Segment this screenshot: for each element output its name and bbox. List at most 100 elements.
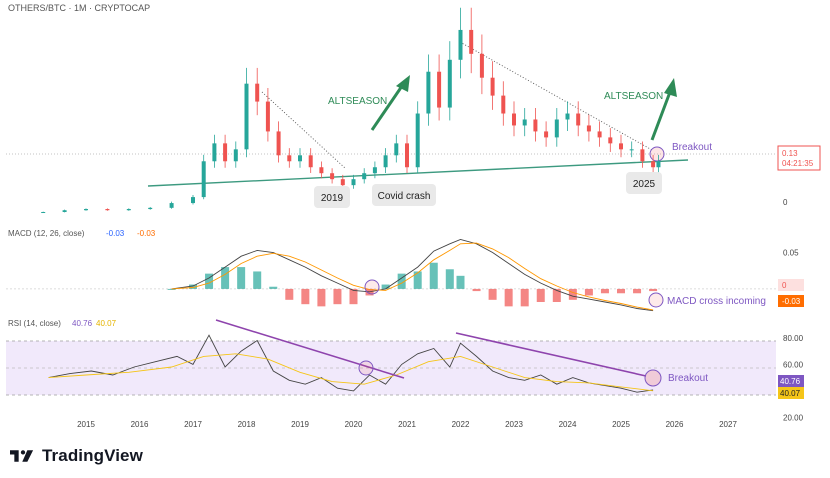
candle-body: [479, 53, 484, 78]
candle-body: [340, 179, 345, 186]
price-label-box: [777, 145, 821, 171]
callout-label: 2019: [321, 193, 344, 204]
chart-area: OTHERS/BTC · 1M · CRYPTOCAP ALTSEASON ALT…: [6, 3, 821, 429]
rsi-line: [48, 334, 654, 393]
candle-body: [608, 137, 613, 144]
macd-histogram-bar: [488, 288, 497, 300]
tradingview-brand: TradingView: [42, 446, 143, 465]
candle-body: [394, 143, 399, 156]
macd-histogram-bar: [617, 288, 625, 294]
time-tick-label: 2017: [184, 420, 202, 429]
candle-body: [490, 77, 495, 96]
candle-body: [405, 143, 409, 168]
macd-histogram-bar: [333, 288, 342, 305]
macd-pane: MACD (12, 26, close) -0.03 -0.03 MACD cr…: [6, 229, 804, 312]
time-tick-label: 2025: [612, 420, 630, 429]
macd-cross-marker: [364, 279, 380, 295]
macd-last-value: 0: [782, 281, 787, 290]
candle-body: [319, 167, 324, 174]
macd-annotation: MACD cross incoming: [667, 296, 766, 307]
macd-histogram-bar: [413, 271, 422, 289]
rsi-ma-line: [48, 353, 654, 392]
rsi-trendline-2021: [455, 332, 647, 377]
time-tick-label: 2026: [666, 420, 684, 429]
candle-body: [223, 143, 228, 162]
time-tick-label: 2020: [345, 420, 363, 429]
candle-body: [212, 143, 217, 162]
rsi-label: RSI (14, close): [8, 319, 61, 328]
macd-histogram-bar: [221, 267, 230, 289]
resistance-trendline-2021: [459, 41, 653, 151]
macd-histogram-bar: [167, 288, 176, 290]
rsi-pane: RSI (14, close) 40.76 40.07 Breakout 80.…: [6, 319, 804, 422]
altseason-label-2: ALTSEASON: [604, 91, 663, 102]
candle-body: [201, 161, 206, 198]
macd-label: MACD (12, 26, close): [8, 229, 85, 238]
macd-histogram-bar: [649, 288, 658, 292]
macd-histogram-bar: [189, 284, 197, 289]
candle-body: [597, 131, 602, 138]
candle-body: [640, 149, 645, 162]
candle-body: [255, 83, 260, 102]
rsi-breakout-marker-2025: [644, 369, 662, 387]
signal-line: [171, 242, 654, 311]
candle-body: [576, 113, 581, 126]
candle-body: [148, 207, 153, 210]
time-tick-label: 2024: [559, 420, 577, 429]
altseason-label-1: ALTSEASON: [328, 96, 387, 107]
rsi-axis-tick: 80.00: [783, 334, 804, 343]
macd-histogram-bar: [633, 288, 642, 294]
macd-last-value: -0.03: [782, 297, 801, 306]
candle-body: [351, 179, 356, 186]
rsi-last-value-box: [778, 387, 804, 399]
rsi-breakout-marker-2020: [358, 360, 374, 376]
macd-histogram-bar: [397, 273, 406, 289]
candle-body: [437, 71, 442, 108]
altseason-arrow-2-head: [664, 78, 677, 97]
macd-histogram-bar: [381, 284, 390, 289]
time-tick-label: 2021: [398, 420, 416, 429]
macd-histogram-bar: [285, 288, 294, 300]
macd-histogram-bar: [600, 288, 609, 294]
candle-body: [105, 209, 110, 211]
candle-body: [372, 167, 377, 174]
price-pane: ALTSEASON ALTSEASON Breakout 2019 Covid cras…: [6, 7, 821, 214]
macd-histogram-bar: [253, 271, 262, 289]
candle-body: [565, 113, 570, 120]
macd-histogram-bar: [269, 286, 278, 289]
chart-title: OTHERS/BTC · 1M · CRYPTOCAP: [8, 3, 150, 13]
candle-body: [522, 119, 527, 126]
candle-body: [62, 210, 67, 213]
candle-body: [458, 29, 463, 60]
rsi-axis-tick: 60.00: [783, 360, 804, 369]
candle-body: [656, 161, 661, 168]
resistance-trendline-2018: [261, 91, 346, 169]
macd-histogram-bar: [472, 288, 481, 292]
candle-body: [41, 212, 46, 214]
macd-histogram-bar: [205, 273, 214, 289]
candle-body: [512, 113, 516, 126]
candle-body: [191, 197, 195, 204]
callout-label: 2025: [633, 179, 656, 190]
macd-histogram-bar: [536, 288, 545, 302]
macd-histogram-bar: [456, 275, 465, 289]
candle-body: [586, 125, 591, 132]
macd-axis-tick: 0.05: [783, 249, 799, 258]
macd-histogram-bar: [568, 288, 577, 300]
footer: TradingView: [10, 446, 143, 466]
price-label-value: 0.13: [782, 149, 798, 158]
candle-body: [308, 155, 313, 168]
time-tick-label: 2016: [131, 420, 149, 429]
candle-body: [298, 155, 302, 162]
macd-line: [171, 239, 654, 312]
candle-body: [126, 209, 131, 211]
breakout-marker: [649, 146, 665, 162]
breakout-label: Breakout: [672, 142, 712, 153]
callout-box: [372, 184, 436, 206]
time-tick-label: 2023: [505, 420, 523, 429]
macd-histogram-bar: [520, 288, 529, 307]
altseason-arrow-1-head: [396, 75, 410, 92]
macd-histogram-bar: [584, 288, 593, 296]
macd-histogram-bar: [237, 267, 246, 289]
time-tick-label: 2027: [719, 420, 737, 429]
